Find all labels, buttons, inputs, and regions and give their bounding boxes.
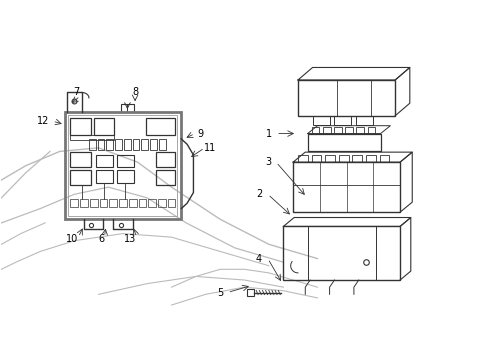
Bar bbox=[96, 155, 113, 167]
Bar bbox=[70, 135, 114, 140]
Bar bbox=[70, 153, 91, 167]
Bar bbox=[146, 118, 175, 135]
Bar bbox=[379, 155, 388, 162]
Bar bbox=[96, 170, 113, 183]
Bar bbox=[345, 127, 352, 134]
Text: 6: 6 bbox=[98, 234, 104, 244]
Bar bbox=[121, 104, 134, 112]
Bar bbox=[70, 170, 91, 185]
Bar bbox=[366, 155, 375, 162]
Text: 1: 1 bbox=[265, 129, 271, 139]
Bar bbox=[70, 199, 78, 207]
Text: 5: 5 bbox=[217, 288, 223, 297]
Bar bbox=[80, 199, 88, 207]
Text: 12: 12 bbox=[37, 116, 49, 126]
Bar bbox=[356, 127, 364, 134]
Bar bbox=[116, 155, 133, 167]
Bar bbox=[311, 127, 319, 134]
Bar bbox=[297, 80, 394, 116]
Bar bbox=[333, 127, 341, 134]
Text: 7: 7 bbox=[74, 87, 80, 98]
Bar bbox=[167, 199, 175, 207]
Bar bbox=[128, 199, 136, 207]
Text: 2: 2 bbox=[255, 189, 262, 199]
Bar bbox=[367, 127, 374, 134]
Bar bbox=[64, 112, 181, 219]
Text: 9: 9 bbox=[197, 129, 203, 139]
Bar bbox=[312, 116, 329, 125]
Bar bbox=[100, 199, 107, 207]
Bar bbox=[148, 199, 156, 207]
Bar bbox=[297, 155, 307, 162]
Bar bbox=[94, 118, 114, 135]
Bar bbox=[283, 226, 399, 280]
Bar bbox=[322, 127, 330, 134]
Bar bbox=[159, 139, 165, 150]
Bar bbox=[156, 153, 175, 167]
Text: 13: 13 bbox=[124, 234, 136, 244]
Bar bbox=[292, 162, 399, 212]
Bar bbox=[115, 139, 122, 150]
Bar bbox=[150, 139, 157, 150]
Bar bbox=[334, 116, 351, 125]
Bar bbox=[116, 170, 133, 183]
Bar bbox=[132, 139, 139, 150]
Text: 11: 11 bbox=[204, 143, 216, 153]
Bar bbox=[141, 139, 148, 150]
Text: 8: 8 bbox=[132, 87, 138, 98]
Bar bbox=[138, 199, 146, 207]
Bar bbox=[325, 155, 334, 162]
Bar bbox=[158, 199, 165, 207]
Bar bbox=[352, 155, 362, 162]
Bar bbox=[356, 116, 372, 125]
Bar bbox=[70, 118, 91, 135]
Bar bbox=[307, 134, 380, 152]
Bar bbox=[338, 155, 348, 162]
Bar bbox=[246, 289, 254, 296]
Bar bbox=[106, 139, 113, 150]
Bar bbox=[89, 139, 96, 150]
Text: 4: 4 bbox=[256, 253, 262, 264]
Bar bbox=[123, 139, 130, 150]
Text: 3: 3 bbox=[265, 157, 271, 167]
Bar bbox=[98, 139, 104, 150]
Text: 10: 10 bbox=[65, 234, 78, 244]
Bar bbox=[156, 170, 175, 185]
Bar bbox=[119, 199, 126, 207]
Bar bbox=[109, 199, 117, 207]
Bar bbox=[90, 199, 98, 207]
Bar bbox=[68, 115, 177, 216]
Bar bbox=[311, 155, 321, 162]
